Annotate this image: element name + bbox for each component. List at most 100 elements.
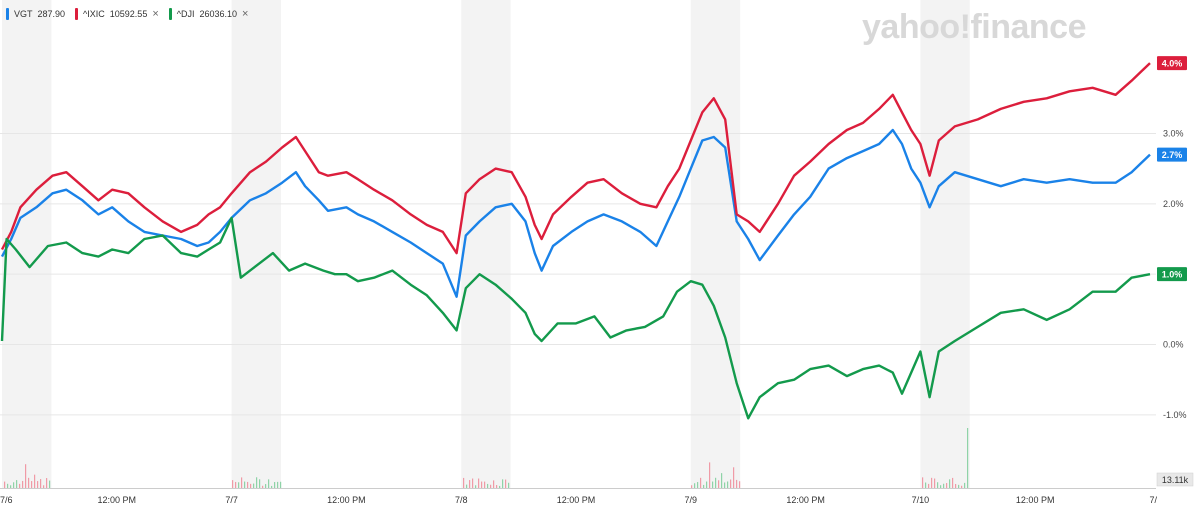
- volume-bar: [703, 484, 705, 488]
- volume-bar: [733, 467, 735, 488]
- volume-bar: [490, 484, 492, 488]
- volume-bar: [247, 481, 249, 488]
- close-icon[interactable]: ×: [242, 8, 249, 20]
- volume-bar: [34, 474, 36, 488]
- volume-bar: [508, 482, 510, 488]
- legend: VGT 287.90 ^IXIC 10592.55 × ^DJI 26036.1…: [6, 7, 248, 21]
- volume-bars: [4, 428, 969, 488]
- x-tick-label: 7/10: [912, 495, 930, 505]
- volume-bar: [280, 481, 282, 488]
- volume-bar: [19, 483, 21, 488]
- last-value-label: 2.7%: [1162, 150, 1183, 160]
- volume-bar: [964, 482, 966, 488]
- session-band: [690, 0, 741, 488]
- legend-value-ixic: 10592.55: [109, 9, 148, 19]
- volume-bar: [709, 462, 711, 488]
- volume-bar: [463, 477, 465, 488]
- volume-bar: [736, 479, 738, 488]
- volume-bar: [40, 479, 42, 488]
- volume-bar: [496, 485, 498, 488]
- series-line-ixic[interactable]: [0, 62, 1151, 255]
- volume-bar: [37, 481, 39, 488]
- volume-bar: [949, 479, 951, 488]
- legend-value-dji: 26036.10: [199, 9, 238, 19]
- x-tick-label: 7/8: [455, 495, 468, 505]
- last-value-badge: [1157, 267, 1187, 282]
- volume-bar: [694, 483, 696, 488]
- volume-bar: [961, 485, 963, 488]
- volume-bar: [475, 485, 477, 488]
- volume-label: 13.11k: [1162, 475, 1189, 485]
- volume-bar: [502, 479, 504, 488]
- volume-bar: [232, 480, 234, 488]
- volume-bar: [262, 485, 264, 488]
- series-line-vgt[interactable]: [0, 128, 1151, 298]
- volume-bar: [274, 482, 276, 488]
- volume-bar: [925, 482, 927, 488]
- legend-item-ixic[interactable]: ^IXIC 10592.55 ×: [75, 7, 159, 21]
- volume-bar: [697, 482, 699, 488]
- y-tick-label: 0.0%: [1163, 339, 1184, 349]
- volume-bar: [721, 473, 723, 488]
- series-lines: [0, 62, 1151, 420]
- volume-bar: [265, 484, 267, 488]
- last-value-badge: [1157, 147, 1187, 162]
- last-value-badge: [1157, 56, 1187, 71]
- volume-bar: [727, 481, 729, 488]
- volume-bar: [922, 477, 924, 488]
- volume-bar: [724, 482, 726, 488]
- volume-bar: [7, 483, 9, 488]
- volume-bar: [715, 477, 717, 488]
- volume-bar: [31, 481, 33, 488]
- x-tick-label: 7/6: [0, 495, 13, 505]
- legend-symbol-vgt: VGT: [14, 9, 33, 19]
- volume-bar: [739, 481, 741, 488]
- yahoo-finance-watermark: yahoo!finance: [862, 8, 1086, 46]
- legend-swatch-ixic: [75, 8, 79, 20]
- y-tick-label: -1.0%: [1163, 410, 1187, 420]
- volume-bar: [49, 480, 51, 488]
- series-line-dji[interactable]: [0, 216, 1151, 420]
- volume-bar: [469, 480, 471, 488]
- volume-bar: [691, 485, 693, 488]
- x-axis: 7/6 12:00 PM 7/7 12:00 PM 7/8 12:00 PM 7/9 12:0…: [0, 495, 1157, 505]
- volume-bar: [487, 483, 489, 488]
- volume-bar: [718, 480, 720, 488]
- volume-bar: [253, 483, 255, 488]
- volume-bar: [967, 428, 969, 488]
- volume-bar: [472, 478, 474, 488]
- volume-bar: [700, 477, 702, 488]
- session-band: [461, 0, 511, 488]
- volume-bar: [238, 482, 240, 488]
- x-tick-label: 12:00 PM: [327, 495, 366, 505]
- session-band: [231, 0, 281, 488]
- volume-bar: [10, 485, 12, 488]
- legend-value-vgt: 287.90: [37, 9, 66, 19]
- volume-bar: [730, 479, 732, 488]
- legend-swatch-vgt: [6, 8, 9, 20]
- volume-bar: [466, 484, 468, 488]
- volume-bar: [259, 479, 261, 488]
- volume-bar: [13, 482, 15, 488]
- volume-bar: [250, 483, 252, 488]
- volume-bar: [712, 481, 714, 488]
- volume-bar: [46, 478, 48, 488]
- close-icon[interactable]: ×: [152, 8, 159, 20]
- session-bands: [2, 0, 970, 488]
- y-tick-label: 3.0%: [1163, 128, 1184, 138]
- volume-bar: [478, 478, 480, 488]
- y-tick-label: 2.0%: [1163, 199, 1184, 209]
- volume-bar: [241, 477, 243, 488]
- legend-item-dji[interactable]: ^DJI 26036.10 ×: [168, 7, 249, 21]
- volume-bar: [958, 484, 960, 488]
- legend-symbol-dji: ^DJI: [176, 9, 195, 19]
- x-tick-label: 12:00 PM: [98, 495, 137, 505]
- last-value-badges: 2.7% 4.0% 1.0% 13.11k: [1156, 56, 1194, 487]
- volume-bar: [952, 477, 954, 488]
- volume-bar: [934, 478, 936, 488]
- legend-item-vgt[interactable]: VGT 287.90: [6, 7, 65, 21]
- volume-bar: [22, 480, 24, 488]
- x-tick-label: 12:00 PM: [1016, 495, 1055, 505]
